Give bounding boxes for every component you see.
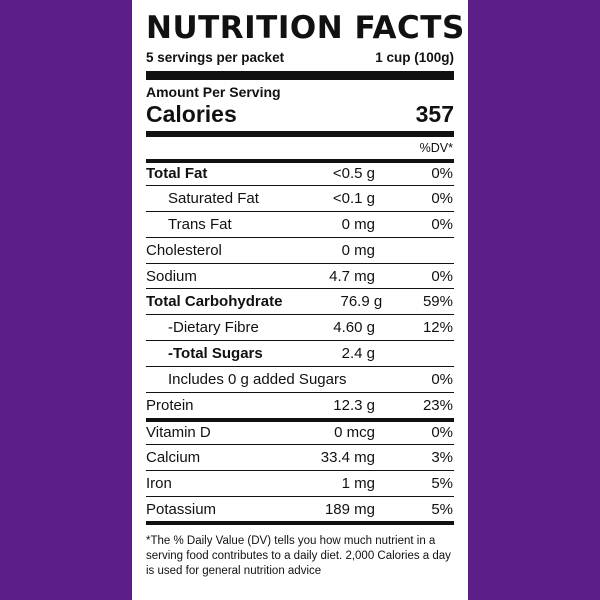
nutrient-name: Saturated Fat <box>168 189 259 207</box>
nutrient-row-total-carbohydrate: Total Carbohydrate 76.9 g 59% <box>146 288 454 314</box>
nutrient-amount: 0 mcg <box>334 424 375 442</box>
nutrient-dv: 5% <box>431 474 453 492</box>
servings-per-packet: 5 servings per packet <box>146 50 285 65</box>
nutrient-name: Trans Fat <box>168 215 232 233</box>
dv-header: %DV* <box>146 136 454 159</box>
nutrient-amount: 189 mg <box>324 500 375 518</box>
nutrient-row-sodium: Sodium 4.7 mg 0% <box>146 262 454 289</box>
nutrient-row-potassium: Potassium 189 mg 5% <box>146 495 454 522</box>
nutrient-name: Includes 0 g added Sugars <box>168 371 347 389</box>
nutrient-amount: <0.1 g <box>332 189 375 207</box>
nutrient-dv: 23% <box>422 396 453 414</box>
nutrient-amount: 76.9 g <box>340 293 383 311</box>
nutrient-dv: 0% <box>431 215 453 233</box>
nutrient-name: Cholesterol <box>146 241 222 259</box>
nutrient-row-calcium: Calcium 33.4 mg 3% <box>146 443 454 470</box>
thick-divider <box>146 71 454 80</box>
nutrient-amount: 4.7 mg <box>329 267 375 285</box>
nutrient-dv: 5% <box>431 500 453 518</box>
nutrient-name: Potassium <box>146 500 217 518</box>
nutrient-dv: 0% <box>431 165 453 183</box>
nutrient-row-iron: Iron 1 mg 5% <box>146 469 454 496</box>
calories-row: Calories 357 <box>146 101 454 131</box>
nutrient-name: Total Carbohydrate <box>146 293 283 311</box>
nutrient-amount: <0.5 g <box>332 165 375 183</box>
nutrient-name: -Total Sugars <box>168 345 263 363</box>
nutrient-name: Sodium <box>146 267 197 285</box>
nutrient-name: Protein <box>146 396 194 414</box>
nutrient-row-total-sugars: -Total Sugars 2.4 g <box>146 340 454 366</box>
calories-label: Calories <box>146 101 237 127</box>
nutrient-amount: 33.4 mg <box>320 448 375 466</box>
nutrient-row-protein: Protein 12.3 g 23% <box>146 392 454 418</box>
nutrient-dv: 3% <box>431 448 453 466</box>
nutrient-amount: 1 mg <box>341 474 375 492</box>
nutrient-amount: 0 mg <box>341 241 375 259</box>
nutrient-row-total-fat: Total Fat <0.5 g 0% <box>146 159 454 185</box>
nutrient-name: Iron <box>146 474 172 492</box>
serving-info: 5 servings per packet 1 cup (100g) <box>146 48 454 71</box>
nutrient-dv: 0% <box>431 267 453 285</box>
medium-divider <box>146 131 454 136</box>
nutrient-row-dietary-fibre: -Dietary Fibre 4.60 g 12% <box>146 314 454 340</box>
label-title: NUTRITION FACTS <box>146 10 465 46</box>
nutrient-amount: 4.60 g <box>333 319 375 337</box>
nutrient-amount: 12.3 g <box>333 396 375 414</box>
nutrient-row-added-sugars: Includes 0 g added Sugars 0% <box>146 366 454 392</box>
nutrient-dv: 12% <box>422 319 453 337</box>
serving-size: 1 cup (100g) <box>375 50 454 65</box>
nutrient-row-cholesterol: Cholesterol 0 mg <box>146 236 454 263</box>
nutrient-name: Total Fat <box>146 165 208 183</box>
calories-value: 357 <box>415 101 454 127</box>
nutrient-row-vitamin-d: Vitamin D 0 mcg 0% <box>146 417 454 444</box>
nutrient-dv: 59% <box>422 293 453 311</box>
nutrient-name: -Dietary Fibre <box>168 319 259 337</box>
nutrient-row-saturated-fat: Saturated Fat <0.1 g 0% <box>146 184 454 211</box>
nutrient-row-trans-fat: Trans Fat 0 mg 0% <box>146 210 454 237</box>
nutrient-amount: 2.4 g <box>341 345 375 363</box>
nutrient-dv: 0% <box>431 371 453 389</box>
nutrient-name: Calcium <box>146 448 201 466</box>
nutrient-dv: 0% <box>431 424 453 442</box>
nutrient-amount: 0 mg <box>341 215 375 233</box>
nutrient-dv: 0% <box>431 189 453 207</box>
amount-per-serving: Amount Per Serving <box>146 84 281 100</box>
nutrient-name: Vitamin D <box>146 424 211 442</box>
nutrition-label: NUTRITION FACTS 5 servings per packet 1 … <box>132 0 468 600</box>
daily-value-footnote: *The % Daily Value (DV) tells you how mu… <box>146 521 454 579</box>
